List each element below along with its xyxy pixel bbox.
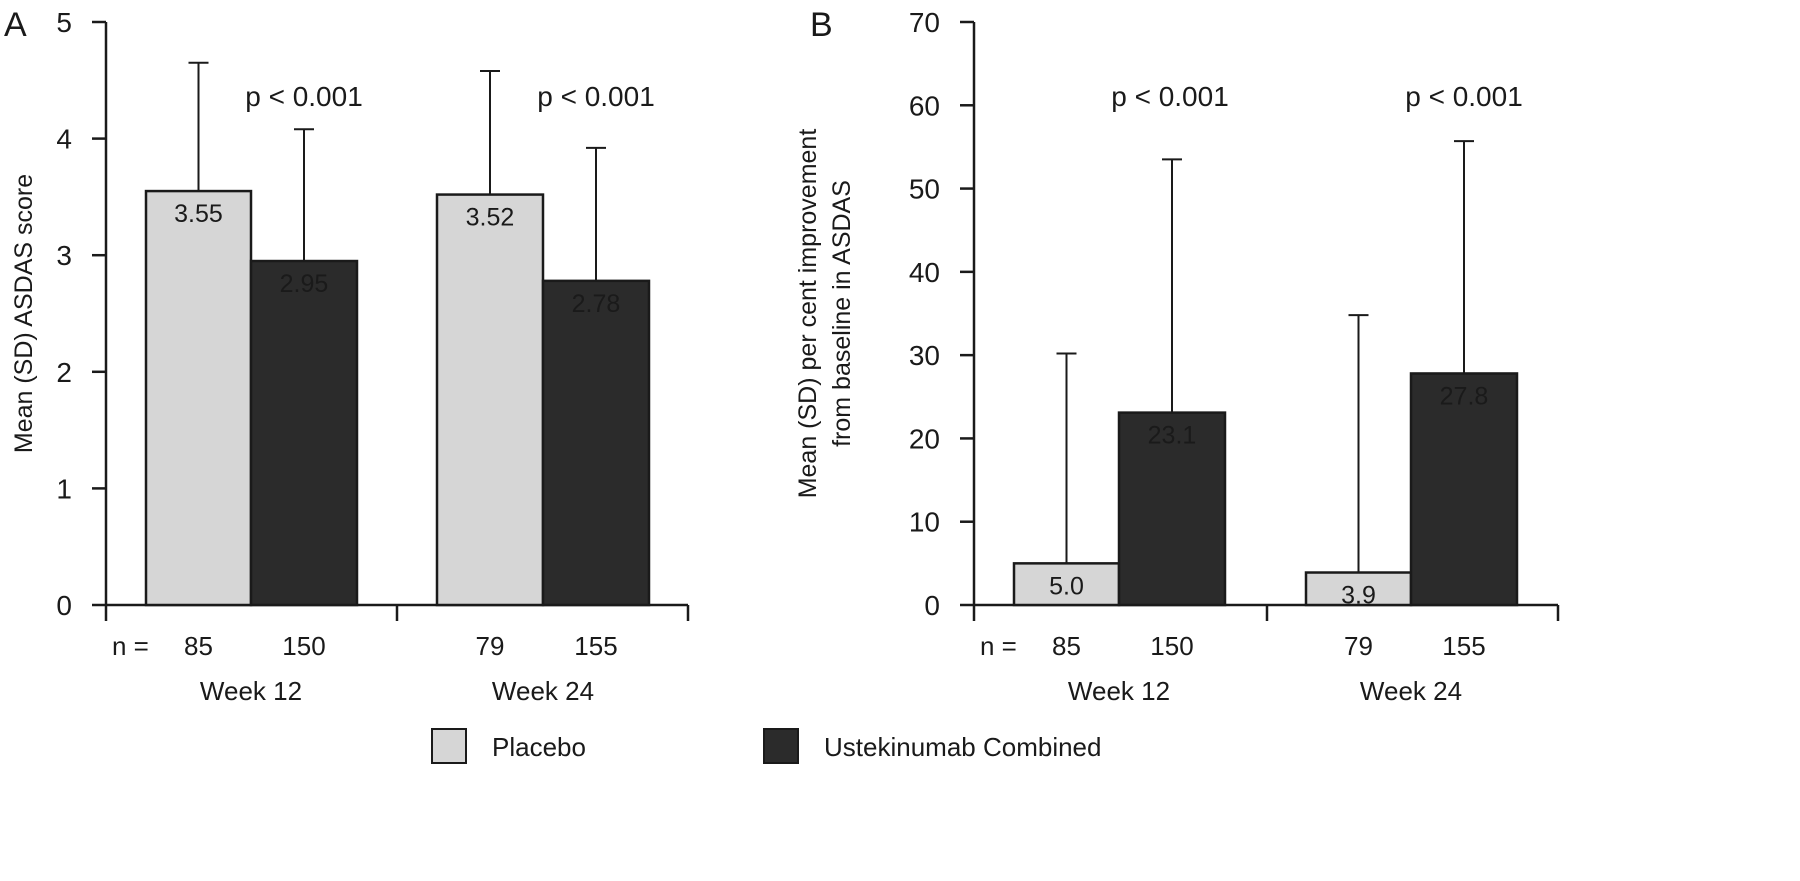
- p-value-label: p < 0.001: [245, 81, 363, 112]
- bar-value-label: 3.52: [466, 204, 515, 232]
- bar-placebo: [144, 189, 253, 607]
- bar-value-label: 23.1: [1148, 422, 1197, 450]
- n-value-label: 155: [1442, 631, 1485, 661]
- legend: Placebo Ustekinumab Combined: [431, 728, 1101, 764]
- legend-label: Placebo: [492, 732, 586, 762]
- bar-value-label: 27.8: [1440, 382, 1489, 410]
- y-tick-label: 0: [56, 590, 72, 621]
- y-axis-title-line: Mean (SD) ASDAS score: [10, 174, 38, 453]
- p-value-label: p < 0.001: [1405, 81, 1523, 112]
- panel-b: B Mean (SD) per cent improvement from base…: [794, 6, 1560, 706]
- bar-ustekinumab: [541, 279, 651, 607]
- y-axis-title: Mean (SD) ASDAS score: [10, 174, 38, 453]
- n-value-label: 155: [574, 631, 617, 661]
- bar-placebo: [435, 193, 545, 607]
- y-tick-label: 50: [909, 174, 940, 205]
- bar-value-label: 3.9: [1341, 582, 1376, 610]
- legend-label: Ustekinumab Combined: [824, 732, 1101, 762]
- y-tick-label: 2: [56, 357, 72, 388]
- n-prefix-label: n =: [980, 631, 1017, 661]
- bar-placebo: [1304, 571, 1413, 607]
- y-tick-label: 10: [909, 507, 940, 538]
- n-prefix-label: n =: [112, 631, 149, 661]
- p-value-label: p < 0.001: [537, 81, 655, 112]
- x-category-label: Week 24: [492, 676, 594, 706]
- panel-label: A: [4, 6, 27, 44]
- legend-swatch-ustekinumab: [763, 728, 799, 764]
- bar-value-label: 3.55: [174, 200, 223, 228]
- n-value-label: 85: [1052, 631, 1081, 661]
- y-tick-label: 5: [56, 7, 72, 38]
- y-tick-label: 20: [909, 423, 940, 454]
- x-category-label: Week 12: [1068, 676, 1170, 706]
- y-tick-label: 30: [909, 340, 940, 371]
- y-tick-label: 1: [56, 473, 72, 504]
- y-tick-label: 3: [56, 240, 72, 271]
- n-value-label: 85: [184, 631, 213, 661]
- bar-value-label: 2.78: [572, 290, 621, 318]
- bar-ustekinumab: [249, 259, 359, 607]
- y-axis-title-line: Mean (SD) per cent improvement: [794, 129, 822, 499]
- n-value-label: 150: [1150, 631, 1193, 661]
- y-axis-title: Mean (SD) per cent improvement from basel…: [794, 129, 856, 499]
- y-tick-label: 4: [56, 124, 72, 155]
- x-category-label: Week 24: [1360, 676, 1462, 706]
- p-value-label: p < 0.001: [1111, 81, 1229, 112]
- n-value-label: 79: [1344, 631, 1373, 661]
- x-category-label: Week 12: [200, 676, 302, 706]
- bar-ustekinumab: [1409, 372, 1519, 607]
- panel-a: A Mean (SD) ASDAS score 0 1 2 3 4 5 n = 3.55 85 2.9…: [4, 6, 690, 706]
- bar-value-label: 5.0: [1049, 572, 1084, 600]
- n-value-label: 79: [476, 631, 505, 661]
- y-axis-title-line: from baseline in ASDAS: [828, 180, 856, 447]
- n-value-label: 150: [282, 631, 325, 661]
- y-tick-label: 60: [909, 90, 940, 121]
- legend-swatch-placebo: [431, 728, 467, 764]
- y-tick-label: 0: [924, 590, 940, 621]
- bar-placebo: [1012, 562, 1121, 607]
- y-tick-label: 40: [909, 257, 940, 288]
- y-tick-label: 70: [909, 7, 940, 38]
- bar-value-label: 2.95: [280, 270, 329, 298]
- bar-ustekinumab: [1117, 411, 1227, 607]
- panel-label: B: [810, 6, 833, 44]
